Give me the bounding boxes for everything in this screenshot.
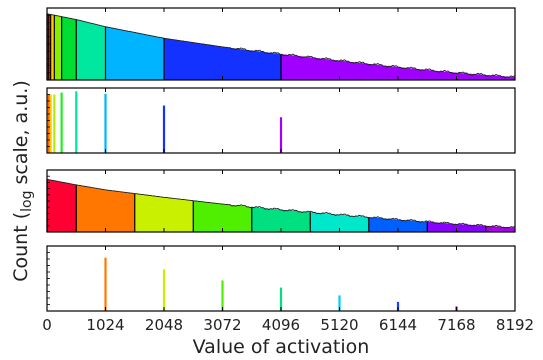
x-tick-label-4096: 4096 bbox=[262, 316, 300, 334]
x-tick-label-7168: 7168 bbox=[437, 316, 475, 334]
histogram-bin-4 bbox=[193, 200, 252, 232]
y-axis-title-log: log bbox=[19, 191, 35, 212]
histogram-bin-6 bbox=[76, 19, 106, 80]
histogram-bin-7 bbox=[105, 26, 164, 80]
x-tick-label-1024: 1024 bbox=[86, 316, 124, 334]
x-tick-labels: 0 1024 2048 3072 4096 5120 6144 7168 8192 bbox=[42, 316, 534, 334]
y-axis-title-main: Count ( bbox=[10, 212, 32, 282]
x-axis-title: Value of activation bbox=[193, 336, 370, 358]
histogram-bin-7 bbox=[368, 217, 428, 232]
panel-3 bbox=[46, 169, 516, 233]
histogram-bin-8 bbox=[164, 38, 281, 80]
x-tick-label-5120: 5120 bbox=[320, 316, 358, 334]
x-tick-label-2048: 2048 bbox=[145, 316, 183, 334]
histogram-bin-2 bbox=[76, 184, 135, 232]
histogram-bin-3 bbox=[134, 193, 194, 232]
histogram-bin-3 bbox=[50, 14, 55, 81]
histogram-outline bbox=[46, 178, 515, 229]
x-tick-label-3072: 3072 bbox=[203, 316, 241, 334]
histogram-outline bbox=[46, 13, 515, 79]
y-axis-title-rest: scale, a.u.) bbox=[10, 80, 32, 190]
histogram-bin-8 bbox=[427, 221, 486, 232]
histogram-bin-1 bbox=[47, 179, 77, 232]
panel-1 bbox=[46, 7, 516, 81]
histogram-bin-4 bbox=[54, 15, 62, 81]
x-tick-label-6144: 6144 bbox=[379, 316, 417, 334]
y-axis-title: Count (log scale, a.u.) bbox=[10, 80, 35, 282]
panel-2 bbox=[46, 87, 516, 154]
x-tick-label-8192: 8192 bbox=[496, 316, 534, 334]
panel-4 bbox=[46, 245, 516, 312]
panels-group bbox=[46, 7, 516, 312]
x-tick-label-0: 0 bbox=[42, 316, 52, 334]
histogram-bin-5 bbox=[251, 206, 311, 232]
histogram-bin-5 bbox=[61, 16, 77, 80]
